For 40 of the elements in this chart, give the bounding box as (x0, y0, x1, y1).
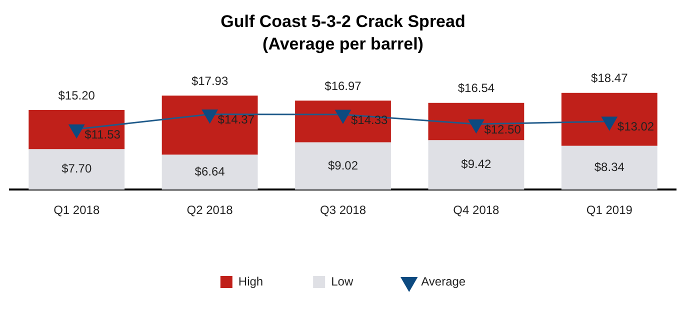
data-label: $13.02 (617, 120, 654, 134)
bar (428, 140, 524, 190)
bar (28, 149, 125, 190)
data-label: $9.02 (328, 158, 358, 172)
bar (28, 110, 125, 150)
total-label: $15.20 (58, 88, 96, 102)
bar (561, 146, 658, 190)
total-label: $16.54 (458, 81, 495, 96)
legend-label: Low (331, 274, 354, 288)
legend-label: Average (421, 274, 466, 288)
bar (561, 92, 658, 146)
total-label: $18.47 (591, 71, 628, 86)
point (468, 119, 484, 133)
point (202, 110, 218, 124)
data-label: $12.50 (484, 122, 522, 136)
bar (162, 154, 258, 190)
total-label: $16.97 (324, 78, 362, 93)
data-label: $11.53 (84, 127, 121, 142)
x-tick-label: Q4 2018 (453, 203, 500, 218)
data-label: $14.37 (218, 112, 255, 127)
x-tick-label: Q1 2018 (54, 203, 100, 218)
x-tick-label: Q1 2019 (586, 203, 633, 218)
x-tick-label: Q3 2018 (320, 203, 366, 218)
data-label: $8.34 (594, 160, 625, 174)
data-label: $14.33 (351, 112, 388, 127)
point (602, 116, 618, 130)
data-label: $7.70 (62, 162, 92, 176)
chart-title: Gulf Coast 5-3-2 Crack Spread (220, 12, 466, 31)
data-label: $9.42 (461, 157, 492, 172)
bar (428, 102, 524, 140)
legend-label: High (238, 274, 264, 288)
point (68, 124, 84, 138)
point (335, 110, 351, 124)
text: (Average per barrel) (262, 34, 424, 54)
data-label: $6.64 (194, 164, 226, 179)
bar (162, 96, 258, 155)
x-tick-label: Q2 2018 (186, 203, 234, 218)
bar (295, 142, 391, 190)
total-label: $17.93 (191, 74, 228, 88)
bar (295, 100, 391, 142)
